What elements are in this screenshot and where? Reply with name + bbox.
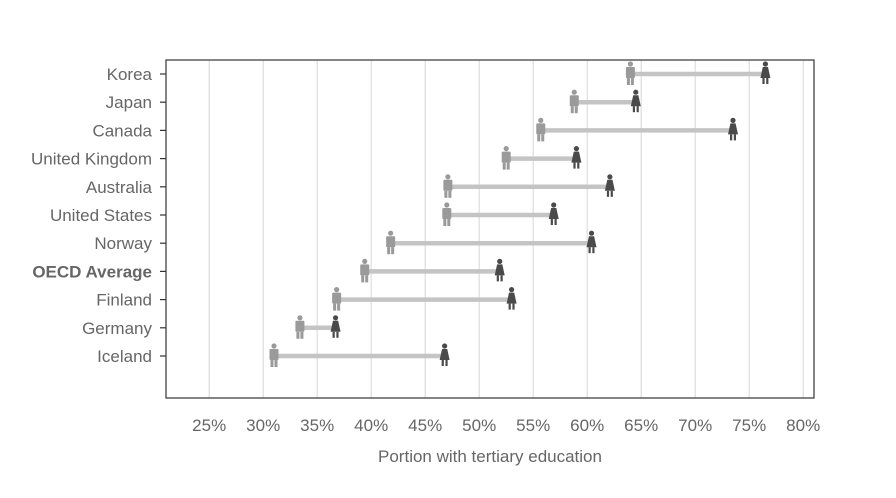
male-figure-marker [360, 258, 370, 283]
male-figure-marker [443, 174, 453, 198]
category-label: OECD Average [32, 262, 152, 281]
female-figure-marker [604, 174, 615, 197]
x-tick-label: 60% [570, 416, 604, 435]
x-tick-label: 40% [354, 416, 388, 435]
x-tick-label: 65% [624, 416, 658, 435]
female-figure-marker [760, 61, 771, 84]
male-figure-marker [442, 202, 452, 226]
male-figure-marker [625, 61, 635, 85]
x-tick-label: 25% [192, 416, 226, 435]
category-label: Iceland [97, 347, 152, 366]
female-figure-marker [439, 343, 450, 366]
x-tick-label: 75% [732, 416, 766, 435]
female-figure-marker [728, 117, 738, 141]
plot-frame [165, 59, 815, 399]
x-tick-label: 35% [300, 416, 334, 435]
y-ticks [160, 73, 166, 357]
category-label: United States [50, 206, 152, 225]
x-tick-label: 45% [408, 416, 442, 435]
female-figure-marker [330, 315, 341, 338]
male-figure-marker [536, 117, 546, 142]
male-figure-marker [501, 146, 511, 170]
female-figure-marker [548, 202, 559, 225]
x-tick-labels: 25% 30% 35% 40% 45% 50% 55% 60% 65% 70% 75% 80% [192, 416, 820, 435]
markers [269, 61, 771, 367]
gridlines [208, 60, 804, 398]
male-figure-marker [386, 230, 396, 255]
category-label: Finland [96, 291, 152, 310]
category-labels: Korea Japan Canada United Kingdom Australia U… [31, 65, 153, 366]
category-label: Japan [106, 93, 152, 112]
x-tick-label: 55% [516, 416, 550, 435]
x-tick-label: 30% [246, 416, 280, 435]
category-label: Australia [86, 178, 153, 197]
male-figure-marker [332, 287, 342, 311]
connectors [274, 71, 766, 359]
category-label: United Kingdom [31, 150, 152, 169]
x-tick-label: 70% [678, 416, 712, 435]
female-figure-marker [506, 287, 517, 310]
female-figure-marker [571, 146, 582, 169]
female-figure-marker [630, 89, 641, 113]
female-figure-marker [586, 230, 597, 254]
category-label: Korea [107, 65, 153, 84]
male-figure-marker [295, 315, 305, 339]
x-tick-label: 80% [786, 416, 820, 435]
x-tick-label: 50% [462, 416, 496, 435]
category-label: Canada [92, 121, 152, 140]
male-figure-marker [269, 343, 279, 367]
x-axis-title: Portion with tertiary education [378, 447, 602, 466]
category-label: Norway [94, 234, 152, 253]
category-label: Germany [82, 319, 152, 338]
male-figure-marker [569, 89, 579, 114]
female-figure-marker [494, 258, 505, 282]
